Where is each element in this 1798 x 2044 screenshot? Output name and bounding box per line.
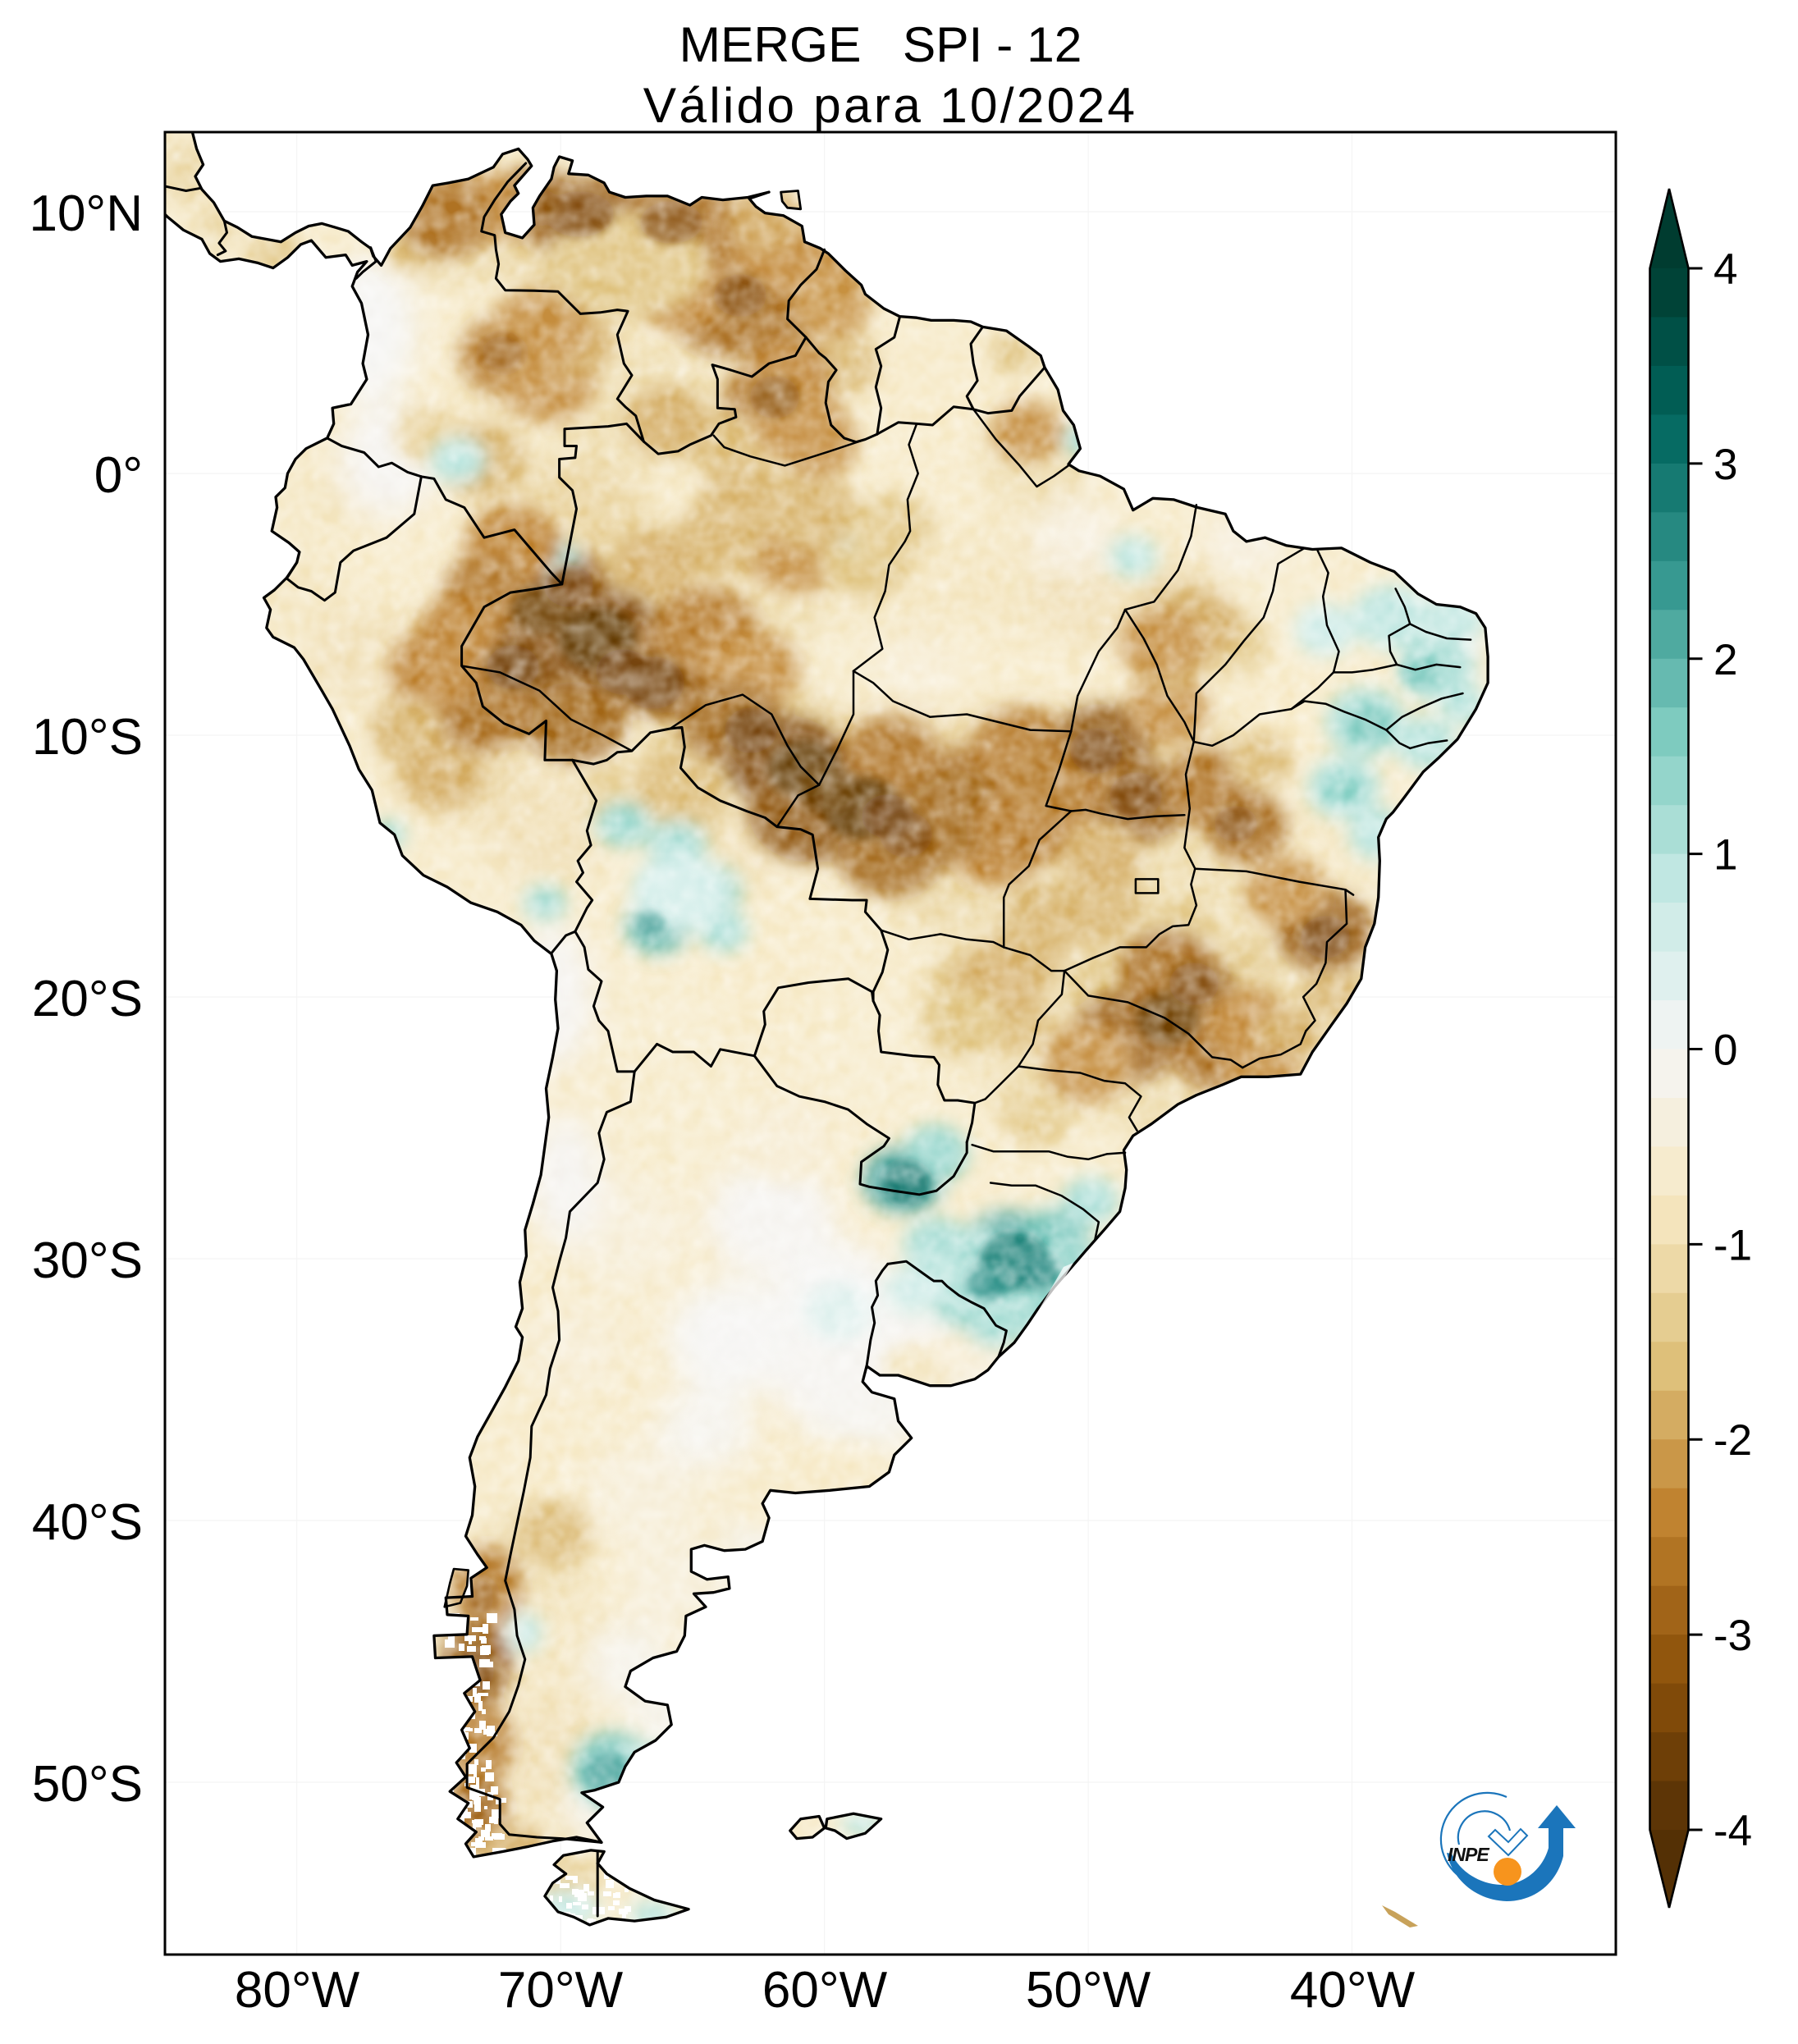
svg-text:40°S: 40°S [32,1494,143,1551]
svg-text:Válido para 10/2024: Válido para 10/2024 [643,77,1137,133]
svg-text:80°W: 80°W [235,1962,360,2019]
svg-text:60°W: 60°W [762,1962,888,2019]
svg-text:1: 1 [1713,831,1737,880]
svg-text:10°N: 10°N [29,185,143,242]
svg-text:30°S: 30°S [32,1232,143,1289]
svg-text:50°S: 50°S [32,1756,143,1813]
svg-text:4: 4 [1713,245,1737,294]
svg-text:INPE: INPE [1448,1844,1489,1865]
svg-text:-1: -1 [1713,1221,1752,1269]
svg-text:-4: -4 [1713,1807,1752,1855]
svg-text:-2: -2 [1713,1416,1752,1465]
svg-text:2: 2 [1713,636,1737,684]
svg-text:10°S: 10°S [32,709,143,766]
svg-text:0°: 0° [94,447,143,504]
svg-text:40°W: 40°W [1290,1962,1416,2019]
svg-text:MERGE SPI - 12: MERGE SPI - 12 [679,16,1082,72]
svg-text:-3: -3 [1713,1612,1752,1660]
svg-text:3: 3 [1713,441,1737,489]
svg-text:20°S: 20°S [32,971,143,1027]
svg-text:50°W: 50°W [1026,1962,1151,2019]
svg-text:0: 0 [1713,1027,1737,1075]
svg-text:70°W: 70°W [498,1962,624,2019]
